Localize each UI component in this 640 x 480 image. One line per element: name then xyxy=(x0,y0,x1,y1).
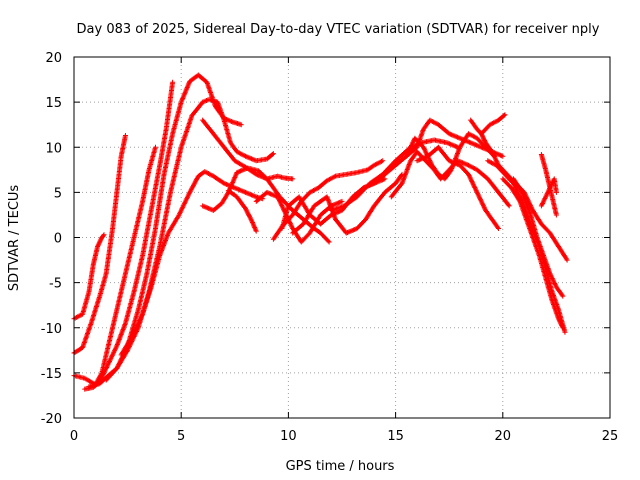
data-point xyxy=(290,176,296,182)
data-point xyxy=(98,237,104,243)
data-point xyxy=(558,320,564,326)
x-axis-label: GPS time / hours xyxy=(286,459,395,474)
x-tick-label: 5 xyxy=(177,429,185,444)
series-track-3 xyxy=(71,144,158,388)
data-point xyxy=(96,240,102,246)
data-point xyxy=(502,112,508,118)
data-point xyxy=(557,319,563,325)
data-point xyxy=(269,151,275,157)
data-point xyxy=(170,79,176,85)
data-point xyxy=(238,122,244,128)
data-point xyxy=(380,158,386,164)
data-point xyxy=(564,257,570,263)
data-point xyxy=(553,212,559,218)
data-point xyxy=(559,292,565,298)
x-tick-label: 15 xyxy=(387,429,404,444)
data-point xyxy=(95,244,101,250)
series-track-26 xyxy=(538,176,559,209)
series-track-7 xyxy=(118,169,266,358)
data-point xyxy=(506,203,512,209)
data-point xyxy=(382,176,388,182)
series-track-10 xyxy=(225,188,259,234)
series-track-1 xyxy=(71,232,107,322)
y-tick-label: -5 xyxy=(49,277,62,292)
y-tick-label: 20 xyxy=(45,51,62,66)
axis-ticks xyxy=(73,56,611,419)
data-point xyxy=(122,133,128,139)
data-point xyxy=(481,136,487,142)
data-point xyxy=(559,322,565,328)
data-point xyxy=(556,317,562,323)
data-point xyxy=(480,134,486,140)
y-axis-label: SDTVAR / TECUs xyxy=(7,185,22,292)
data-point xyxy=(496,225,502,231)
data-point xyxy=(97,239,103,245)
data-point xyxy=(557,318,563,324)
data-point xyxy=(339,198,345,204)
data-point xyxy=(100,233,106,239)
data-point xyxy=(326,239,332,245)
x-tick-label: 25 xyxy=(602,429,619,444)
data-point xyxy=(500,153,506,159)
data-point xyxy=(481,135,487,141)
y-tick-label: 15 xyxy=(45,96,62,111)
data-point xyxy=(101,232,107,238)
series-track-4 xyxy=(82,79,176,392)
data-point xyxy=(560,293,566,299)
data-point xyxy=(152,144,158,150)
data-point xyxy=(560,325,566,331)
chart-title: Day 083 of 2025, Sidereal Day-to-day VTE… xyxy=(77,22,600,37)
data-point xyxy=(95,242,101,248)
data-point xyxy=(482,137,488,143)
y-tick-label: -20 xyxy=(41,412,62,427)
data-point xyxy=(558,321,564,327)
series-track-2 xyxy=(71,133,128,356)
axis-tick-labels: 0 5 10 15 20 25 -20 -15 -10 -5 0 5 10 15 20 xyxy=(41,51,619,444)
series-track-24 xyxy=(511,176,566,299)
series-track-21 xyxy=(478,112,508,137)
data-point xyxy=(495,224,501,230)
data-point xyxy=(501,113,507,119)
data-point xyxy=(270,151,276,157)
data-point xyxy=(553,189,559,195)
x-tick-label: 20 xyxy=(495,429,512,444)
data-point xyxy=(96,241,102,247)
data-point xyxy=(248,217,254,223)
data-points xyxy=(71,72,570,392)
grid-lines xyxy=(74,57,610,418)
data-point xyxy=(97,238,103,244)
data-point xyxy=(325,238,331,244)
data-point xyxy=(253,228,259,234)
x-tick-label: 10 xyxy=(280,429,297,444)
y-tick-label: -10 xyxy=(41,322,62,337)
y-tick-label: -15 xyxy=(41,367,62,382)
y-tick-label: 5 xyxy=(54,186,62,201)
series-track-19 xyxy=(414,144,502,231)
data-point xyxy=(505,202,511,208)
data-point xyxy=(556,316,562,322)
y-tick-label: 10 xyxy=(45,141,62,156)
data-point xyxy=(559,324,565,330)
data-point xyxy=(562,329,568,335)
y-tick-label: 0 xyxy=(54,232,62,247)
data-point xyxy=(563,256,569,262)
x-tick-label: 0 xyxy=(70,429,78,444)
series-track-12 xyxy=(270,158,386,242)
series-track-23 xyxy=(500,176,566,331)
